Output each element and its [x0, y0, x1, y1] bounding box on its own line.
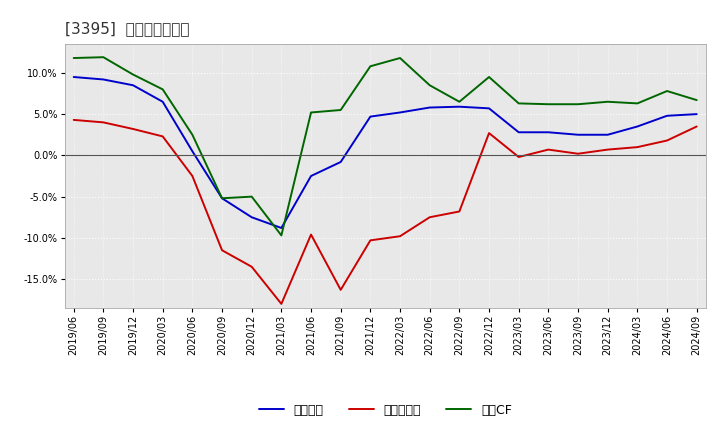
- Text: [3395]  マージンの推移: [3395] マージンの推移: [65, 21, 189, 36]
- Legend: 経常利益, 当期純利益, 営業CF: 経常利益, 当期純利益, 営業CF: [253, 399, 517, 422]
